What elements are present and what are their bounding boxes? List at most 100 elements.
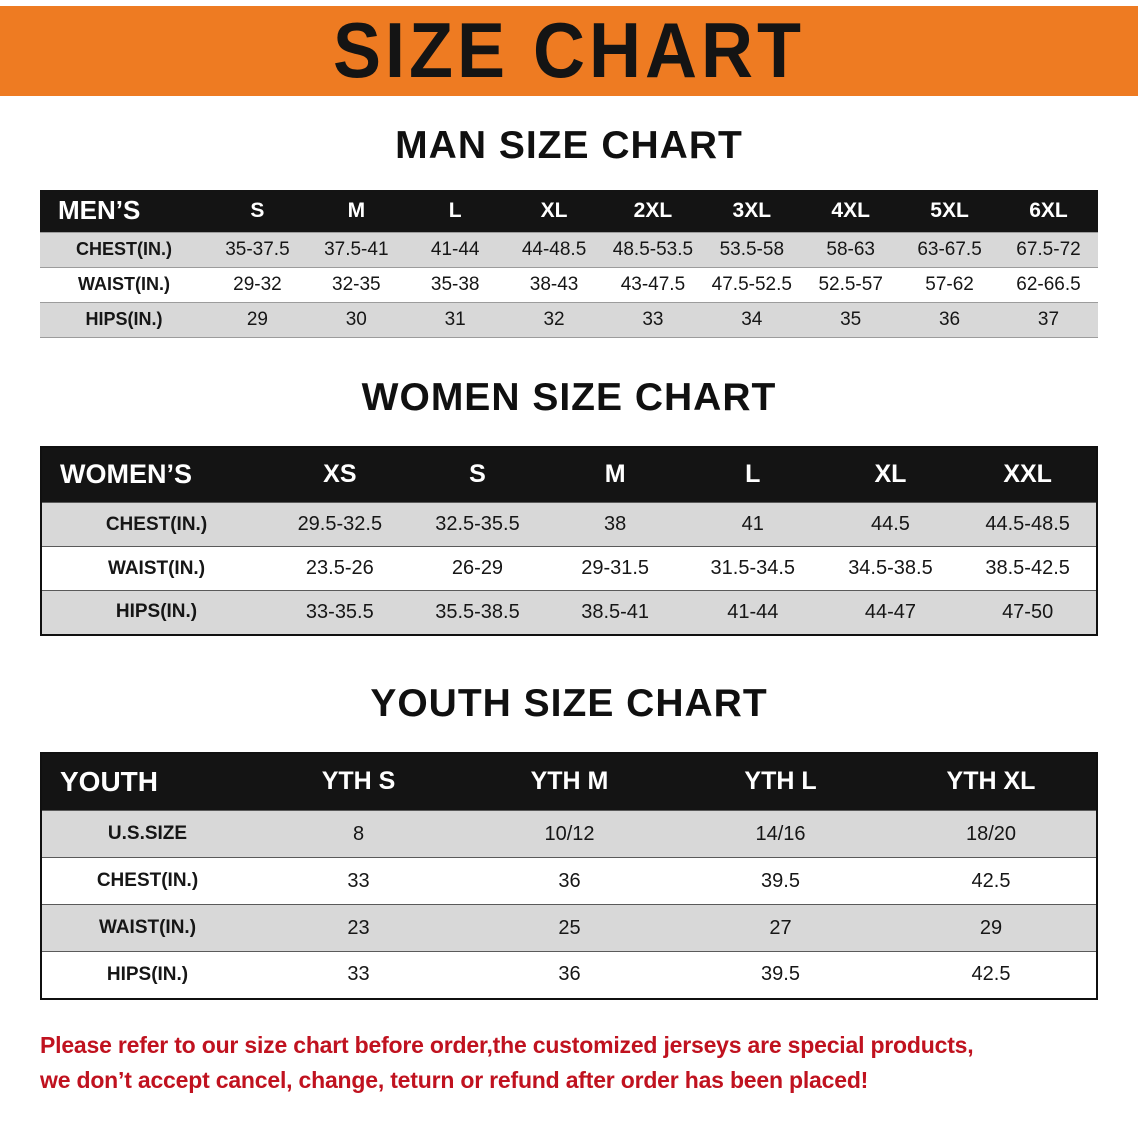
measurement-cell: 37 bbox=[1037, 308, 1060, 330]
measurement-cell: 44-47 bbox=[864, 600, 917, 623]
table-row: HIPS(IN.) 29 30 31 32 33 34 35 36 37 bbox=[40, 302, 1098, 337]
measurement-cell: 18/20 bbox=[965, 822, 1017, 845]
measurement-cell: 36 bbox=[558, 963, 581, 986]
measurement-cell: 31 bbox=[444, 308, 466, 330]
men-size-section: MAN SIZE CHART MEN’S S M L XL 2XL 3XL 4XL 5XL 6XL… bbox=[0, 124, 1138, 338]
measurement-cell: 33 bbox=[642, 308, 664, 330]
measurement-cell: 25 bbox=[558, 916, 581, 939]
measurement-cell: 35-38 bbox=[430, 273, 480, 295]
measurement-cell: 35.5-38.5 bbox=[435, 600, 520, 623]
measurement-cell: 31.5-34.5 bbox=[710, 557, 796, 579]
measurement-cell: 26-29 bbox=[451, 557, 504, 579]
size-column-header: M bbox=[306, 190, 406, 232]
measurement-cell: 33-35.5 bbox=[305, 600, 374, 623]
measurement-cell: 38.5-42.5 bbox=[985, 557, 1070, 579]
size-column-header: M bbox=[546, 446, 684, 503]
measurement-cell: 47-50 bbox=[1002, 600, 1054, 623]
measurement-cell: 44-48.5 bbox=[521, 238, 587, 260]
measurement-cell: 29.5-32.5 bbox=[297, 513, 383, 535]
measurement-cell: 42.5 bbox=[971, 963, 1011, 986]
measurement-cell: 41 bbox=[741, 513, 764, 535]
footer-note: Please refer to our size chart before or… bbox=[0, 1028, 1138, 1099]
size-column-header: L bbox=[405, 190, 505, 232]
row-label-cell: WAIST(IN.) bbox=[107, 557, 206, 579]
table-row: CHEST(IN.) 33 36 39.5 42.5 bbox=[41, 857, 1097, 905]
row-label-cell: CHEST(IN.) bbox=[76, 239, 172, 259]
measurement-cell: 48.5-53.5 bbox=[612, 238, 694, 260]
measurement-cell: 42.5 bbox=[971, 869, 1011, 892]
size-column-header: 5XL bbox=[900, 190, 999, 232]
measurement-cell: 58-63 bbox=[826, 238, 875, 260]
row-label-cell: CHEST(IN.) bbox=[96, 870, 199, 891]
size-column-header: XXL bbox=[959, 446, 1097, 503]
measurement-cell: 27 bbox=[769, 916, 792, 939]
measurement-cell: 35-37.5 bbox=[225, 238, 290, 260]
table-header-row: MEN’S S M L XL 2XL 3XL 4XL 5XL 6XL bbox=[40, 190, 1098, 232]
youth-size-table: YOUTH YTH S YTH M YTH L YTH XL U.S.SIZE 8 10/12… bbox=[40, 751, 1098, 1000]
table-header-row: WOMEN’S XS S M L XL XXL bbox=[41, 446, 1097, 503]
measurement-cell: 36 bbox=[558, 869, 581, 892]
size-column-header: YTH L bbox=[675, 752, 886, 811]
measurement-cell: 29 bbox=[979, 916, 1003, 939]
measurement-cell: 53.5-58 bbox=[719, 238, 785, 260]
women-size-section: WOMEN SIZE CHART WOMEN’S XS S M L XL XXL CHEST(… bbox=[0, 376, 1138, 636]
measurement-cell: 10/12 bbox=[544, 822, 595, 845]
measurement-cell: 38.5-41 bbox=[581, 600, 650, 623]
size-column-header: S bbox=[408, 446, 547, 503]
size-column-header: XL bbox=[821, 446, 960, 503]
size-column-header: YTH S bbox=[253, 752, 464, 811]
table-row: WAIST(IN.) 23.5-26 26-29 29-31.5 31.5-34.5 34… bbox=[41, 546, 1097, 591]
measurement-cell: 34.5-38.5 bbox=[848, 557, 933, 579]
women-section-heading: WOMEN SIZE CHART bbox=[361, 375, 777, 419]
size-column-header: XS bbox=[271, 446, 409, 503]
note-line-2: we don’t accept cancel, change, teturn o… bbox=[40, 1067, 869, 1094]
measurement-cell: 32 bbox=[543, 308, 565, 330]
measurement-cell: 35 bbox=[840, 308, 862, 330]
measurement-cell: 52.5-57 bbox=[818, 273, 883, 295]
measurement-cell: 14/16 bbox=[755, 822, 806, 845]
table-row: WAIST(IN.) 23 25 27 29 bbox=[41, 904, 1097, 952]
size-column-header: 4XL bbox=[801, 190, 901, 232]
measurement-cell: 29-31.5 bbox=[581, 557, 650, 579]
table-row: CHEST(IN.) 29.5-32.5 32.5-35.5 38 41 44.5 44.5… bbox=[41, 502, 1097, 547]
size-column-header: 3XL bbox=[702, 190, 802, 232]
size-column-header: 2XL bbox=[603, 190, 703, 232]
table-row: U.S.SIZE 8 10/12 14/16 18/20 bbox=[41, 810, 1097, 858]
measurement-cell: 67.5-72 bbox=[1016, 238, 1081, 260]
table-header-row: YOUTH YTH S YTH M YTH L YTH XL bbox=[41, 752, 1097, 811]
measurement-cell: 57-62 bbox=[925, 273, 974, 295]
measurement-cell: 29 bbox=[246, 308, 268, 330]
measurement-cell: 39.5 bbox=[761, 963, 800, 986]
measurement-cell: 33 bbox=[347, 869, 370, 892]
measurement-cell: 43-47.5 bbox=[620, 273, 686, 295]
men-size-table: MEN’S S M L XL 2XL 3XL 4XL 5XL 6XL CHEST(IN.) 35-37… bbox=[40, 190, 1098, 338]
size-column-header: XL bbox=[504, 190, 604, 232]
row-label-cell: CHEST(IN.) bbox=[105, 513, 208, 535]
measurement-cell: 44.5-48.5 bbox=[985, 513, 1070, 535]
youth-section-heading: YOUTH SIZE CHART bbox=[370, 681, 768, 725]
measurement-cell: 62-66.5 bbox=[1016, 273, 1081, 295]
measurement-cell: 8 bbox=[352, 822, 365, 845]
measurement-cell: 23.5-26 bbox=[305, 557, 374, 579]
row-label-cell: WAIST(IN.) bbox=[78, 274, 170, 294]
measurement-cell: 37.5-41 bbox=[324, 238, 389, 260]
size-column-header: 6XL bbox=[999, 190, 1098, 232]
measurement-cell: 36 bbox=[938, 308, 961, 330]
table-title-cell: MEN’S bbox=[40, 190, 208, 232]
size-column-header: S bbox=[208, 190, 307, 232]
measurement-cell: 32-35 bbox=[332, 273, 381, 295]
measurement-cell: 34 bbox=[741, 308, 763, 330]
size-column-header: YTH M bbox=[464, 752, 675, 811]
measurement-cell: 33 bbox=[347, 963, 370, 986]
measurement-cell: 30 bbox=[345, 308, 367, 330]
women-size-table: WOMEN’S XS S M L XL XXL CHEST(IN.) 29.5-32.5 32.5… bbox=[40, 445, 1098, 636]
table-row: CHEST(IN.) 35-37.5 37.5-41 41-44 44-48.5 48.5… bbox=[40, 232, 1098, 267]
size-column-header: L bbox=[683, 446, 822, 503]
measurement-cell: 41-44 bbox=[430, 238, 480, 260]
measurement-cell: 39.5 bbox=[761, 869, 800, 892]
measurement-cell: 63-67.5 bbox=[917, 238, 982, 260]
table-row: HIPS(IN.) 33-35.5 35.5-38.5 38.5-41 41-44 44-… bbox=[41, 590, 1097, 635]
size-column-header: YTH XL bbox=[886, 752, 1097, 811]
row-label-cell: HIPS(IN.) bbox=[115, 601, 198, 623]
row-label-cell: HIPS(IN.) bbox=[85, 309, 163, 329]
